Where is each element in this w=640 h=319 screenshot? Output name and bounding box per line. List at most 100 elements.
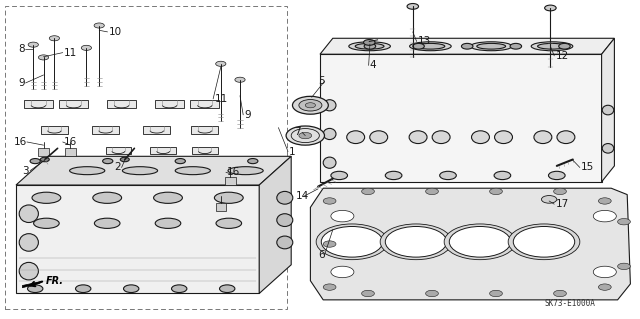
Circle shape (426, 188, 438, 195)
Circle shape (444, 224, 516, 260)
Polygon shape (22, 281, 42, 288)
Polygon shape (191, 126, 218, 134)
Circle shape (593, 211, 616, 222)
Polygon shape (150, 147, 176, 154)
Ellipse shape (216, 218, 242, 228)
Ellipse shape (602, 144, 614, 153)
Circle shape (490, 188, 502, 195)
Circle shape (175, 159, 186, 164)
Polygon shape (24, 100, 52, 108)
Text: 13: 13 (418, 36, 431, 47)
Ellipse shape (472, 131, 490, 144)
Ellipse shape (34, 218, 60, 228)
Text: 9: 9 (244, 110, 251, 120)
Bar (65, 148, 76, 156)
Text: 3: 3 (22, 166, 29, 176)
Circle shape (316, 224, 388, 260)
Circle shape (362, 290, 374, 297)
Text: 16: 16 (64, 137, 77, 147)
Circle shape (508, 224, 580, 260)
Ellipse shape (93, 192, 122, 204)
Ellipse shape (228, 167, 263, 175)
Text: 11: 11 (214, 94, 228, 104)
Text: 10: 10 (109, 27, 122, 37)
Ellipse shape (477, 43, 506, 49)
Circle shape (323, 198, 336, 204)
Circle shape (426, 290, 438, 297)
Ellipse shape (214, 192, 243, 204)
Circle shape (28, 42, 38, 47)
Ellipse shape (355, 43, 384, 49)
Ellipse shape (557, 131, 575, 144)
Circle shape (559, 43, 570, 49)
Ellipse shape (154, 192, 182, 204)
Ellipse shape (470, 42, 512, 51)
Circle shape (545, 5, 556, 11)
Circle shape (331, 211, 354, 222)
Polygon shape (156, 100, 184, 108)
Circle shape (248, 159, 258, 164)
Polygon shape (16, 185, 259, 293)
Ellipse shape (323, 129, 336, 140)
Circle shape (494, 171, 511, 180)
Text: FR.: FR. (46, 276, 64, 286)
Circle shape (299, 132, 312, 139)
Ellipse shape (32, 192, 61, 204)
Ellipse shape (432, 131, 450, 144)
Ellipse shape (495, 131, 513, 144)
Circle shape (413, 43, 424, 49)
Circle shape (449, 226, 511, 257)
Circle shape (364, 40, 375, 45)
Circle shape (554, 290, 566, 297)
Circle shape (548, 171, 565, 180)
Polygon shape (41, 126, 68, 134)
Text: 14: 14 (296, 191, 309, 201)
Ellipse shape (349, 42, 390, 51)
Text: 15: 15 (581, 162, 595, 173)
Text: 8: 8 (18, 44, 24, 55)
Ellipse shape (370, 131, 388, 144)
Circle shape (76, 285, 91, 293)
Ellipse shape (602, 105, 614, 115)
Ellipse shape (19, 205, 38, 223)
Ellipse shape (531, 42, 573, 51)
Polygon shape (259, 156, 291, 293)
Ellipse shape (175, 167, 211, 175)
Circle shape (323, 284, 336, 290)
Polygon shape (320, 54, 602, 182)
Text: 5: 5 (318, 76, 324, 86)
Text: 11: 11 (64, 48, 77, 58)
Circle shape (598, 284, 611, 290)
Ellipse shape (277, 214, 293, 226)
Circle shape (407, 4, 419, 9)
Circle shape (81, 45, 92, 50)
Circle shape (554, 188, 566, 195)
Circle shape (598, 198, 611, 204)
Circle shape (364, 43, 376, 49)
Circle shape (102, 159, 113, 164)
Bar (225, 177, 236, 185)
Circle shape (292, 96, 328, 114)
Circle shape (618, 219, 630, 225)
Ellipse shape (323, 100, 336, 111)
Circle shape (172, 285, 187, 293)
Circle shape (331, 171, 348, 180)
Circle shape (286, 126, 324, 145)
Circle shape (38, 55, 49, 60)
Ellipse shape (409, 131, 427, 144)
Polygon shape (16, 156, 291, 185)
Circle shape (541, 196, 557, 203)
Polygon shape (108, 100, 136, 108)
Ellipse shape (323, 157, 336, 168)
Text: 17: 17 (556, 199, 569, 209)
Text: 16: 16 (227, 167, 241, 177)
Ellipse shape (277, 191, 293, 204)
Circle shape (510, 43, 522, 49)
Circle shape (461, 43, 473, 49)
Circle shape (380, 224, 452, 260)
Polygon shape (192, 147, 218, 154)
Circle shape (362, 188, 374, 195)
Ellipse shape (155, 218, 181, 228)
Circle shape (40, 157, 49, 162)
Text: 12: 12 (556, 51, 569, 61)
